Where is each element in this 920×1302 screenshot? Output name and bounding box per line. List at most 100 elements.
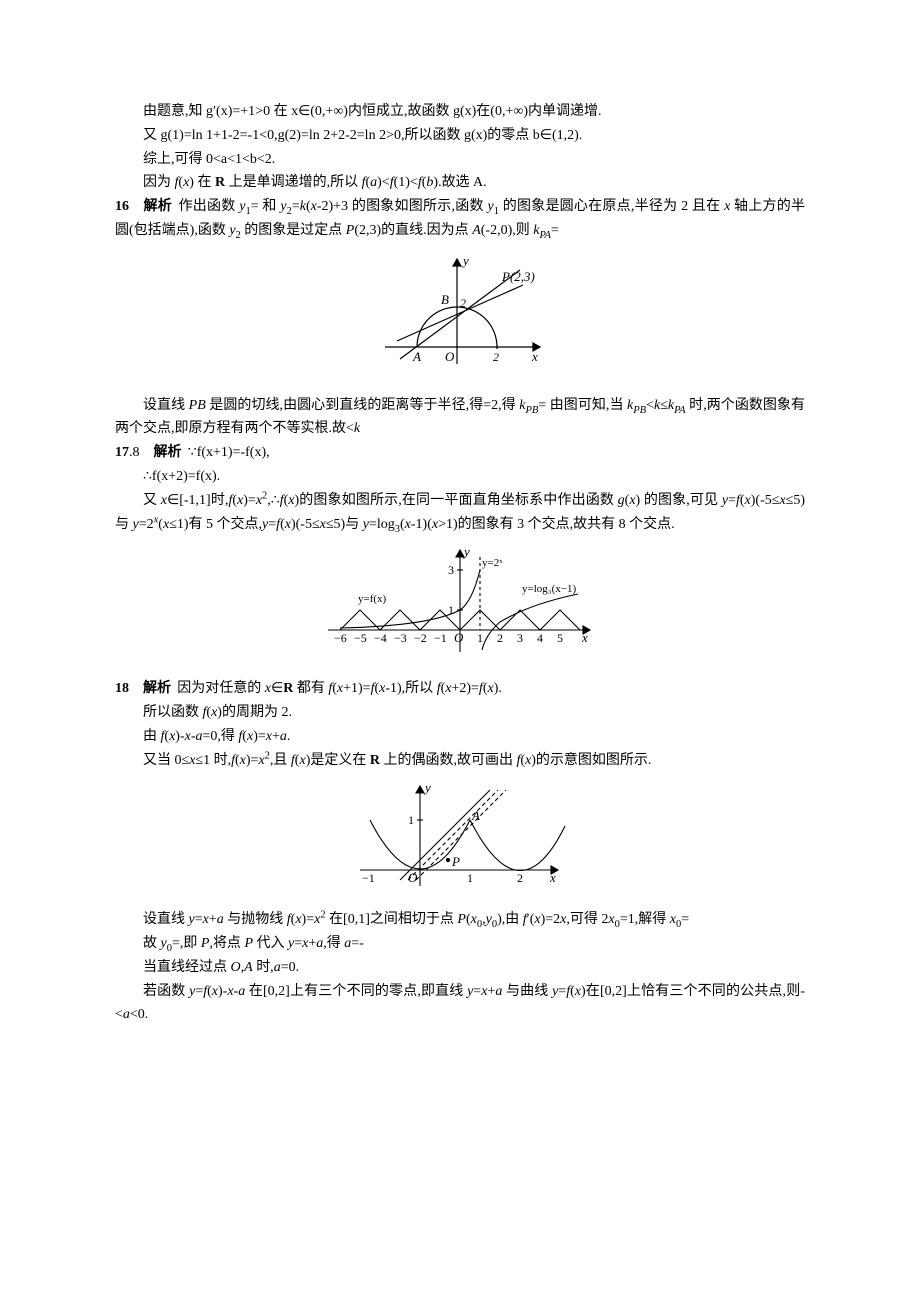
t: =- — [351, 936, 364, 951]
t: ∈[-1,1]时, — [167, 493, 228, 508]
t: 时, — [253, 960, 274, 975]
t: )的示意图如图所示. — [531, 753, 651, 768]
t: )的周期为 2. — [217, 705, 292, 720]
t: 设直线 — [143, 912, 189, 927]
t: <0. — [130, 1007, 148, 1022]
lO: O — [408, 870, 418, 885]
t: (-5≤ — [296, 517, 320, 532]
t: =1,解得 — [620, 912, 670, 927]
t: 代入 — [253, 936, 288, 951]
t: ,将点 — [209, 936, 244, 951]
text: 综上,可得 0<a<1<b<2. — [143, 152, 275, 167]
text: 由题意,知 g′(x)=+1>0 在 x∈(0,+∞)内恒成立,故函数 g(x)… — [143, 104, 602, 119]
text: 上是单调递增的,所以 — [225, 175, 362, 190]
sec18-line3: 由 f(x)-x-a=0,得 f(x)=x+a. — [115, 725, 805, 749]
t5: −1 — [434, 631, 447, 645]
lx: x — [549, 870, 556, 885]
text: 又 g(1)=ln 1+1-2=-1<0,g(2)=ln 2+2-2=ln 2>… — [143, 128, 582, 143]
t3: −3 — [394, 631, 407, 645]
lx: x — [581, 630, 588, 645]
sec18-line8: 若函数 y=f(x)-x-a 在[0,2]上有三个不同的零点,即直线 y=x+a… — [115, 980, 805, 1028]
t: ∈ — [271, 681, 283, 696]
t: ≤1 时, — [195, 753, 231, 768]
ans: .8 — [129, 445, 140, 460]
sec17-head: 17.8 解析 ∵f(x+1)=-f(x), — [115, 441, 805, 465]
t: 的图象,可见 — [640, 493, 722, 508]
t: =0,得 — [203, 729, 239, 744]
t: >1)的图象有 3 个交点,故共有 8 个交点. — [438, 517, 675, 532]
parabola-tangent-chart: y x O 1 −1 1 2 A P — [350, 778, 570, 893]
text: 在 — [194, 175, 215, 190]
label-A: A — [412, 349, 421, 364]
l2x: y=2ˣ — [482, 557, 503, 569]
semicircle-chart: P(2,3) B 2 A O 2 x y — [365, 249, 555, 379]
t: = 由图可知,当 — [538, 398, 627, 413]
t: = — [681, 912, 689, 927]
t: )是定义在 — [306, 753, 370, 768]
l2x: 2 — [517, 871, 523, 885]
t2: −4 — [374, 631, 387, 645]
t: ,得 — [323, 936, 344, 951]
t: (-2,0),则 — [481, 223, 534, 238]
t4: −2 — [414, 631, 427, 645]
kw: 解析 — [154, 445, 182, 460]
t: ). — [494, 681, 502, 696]
t: 作出函数 — [175, 199, 239, 214]
t: ≤1)有 5 个交点, — [169, 517, 262, 532]
t: = 和 — [251, 199, 281, 214]
t: =,即 — [172, 936, 201, 951]
sec18-figure: y x O 1 −1 1 2 A P — [115, 778, 805, 902]
t: ≤5)与 — [326, 517, 363, 532]
t: ,且 — [270, 753, 291, 768]
qnum: 16 — [115, 199, 129, 214]
label-P: P(2,3) — [501, 269, 535, 284]
t: 故 — [143, 936, 161, 951]
sec17-figure: y x 3 1 y=2ˣ y=log₃(x−1) y=f(x) −6 −5 −4… — [115, 542, 805, 671]
l1: 1 — [408, 813, 414, 827]
t: -1),所以 — [385, 681, 436, 696]
t6: O — [454, 630, 464, 645]
t: 的图象是过定点 — [241, 223, 346, 238]
label-x: x — [531, 349, 538, 364]
label-O: O — [445, 349, 455, 364]
t: 若函数 — [143, 984, 189, 999]
sec15-line1: 由题意,知 g′(x)=+1>0 在 x∈(0,+∞)内恒成立,故函数 g(x)… — [115, 100, 805, 124]
label-2y: 2 — [460, 296, 466, 310]
t: 是圆的切线,由圆心到直线的距离等于半径,得=2,得 — [206, 398, 519, 413]
sec16-line2: 设直线 PB 是圆的切线,由圆心到直线的距离等于半径,得=2,得 kPB= 由图… — [115, 394, 805, 442]
t: 上的偶函数,故可画出 — [380, 753, 517, 768]
t: 当直线经过点 — [143, 960, 231, 975]
t: +2)= — [451, 681, 478, 696]
sec18-line5: 设直线 y=x+a 与抛物线 f(x)=x2 在[0,1]之间相切于点 P(x0… — [115, 908, 805, 932]
sec18-line7: 当直线经过点 O,A 时,a=0. — [115, 956, 805, 980]
t: 都有 — [293, 681, 328, 696]
sec15-line2: 又 g(1)=ln 1+1-2=-1<0,g(2)=ln 2+2-2=ln 2>… — [115, 124, 805, 148]
t: 的图象如图所示,在同一平面直角坐标系中作出函数 — [299, 493, 618, 508]
sec15-line4: 因为 f(x) 在 R 上是单调递增的,所以 f(a)<f(1)<f(b).故选… — [115, 171, 805, 195]
t: ∵f(x+1)=-f(x), — [184, 445, 269, 460]
t: ,可得 2 — [566, 912, 608, 927]
sec18-line4: 又当 0≤x≤1 时,f(x)=x2,且 f(x)是定义在 R 上的偶函数,故可… — [115, 749, 805, 773]
sec18-head: 18 解析 因为对任意的 x∈R 都有 f(x+1)=f(x-1),所以 f(x… — [115, 677, 805, 701]
t: =0. — [281, 960, 299, 975]
t: ),由 — [497, 912, 523, 927]
t: 又当 0≤ — [143, 753, 189, 768]
t10: 4 — [537, 631, 543, 645]
sec16-head: 16 解析 作出函数 y1= 和 y2=k(x-2)+3 的图象如图所示,函数 … — [115, 195, 805, 243]
t: 因为对任意的 — [174, 681, 265, 696]
t: ∴f(x+2)=f(x). — [143, 469, 220, 484]
qnum: 18 — [115, 681, 129, 696]
t: 与抛物线 — [224, 912, 287, 927]
t9: 3 — [517, 631, 523, 645]
text: .故选 A. — [438, 175, 487, 190]
t: +1)= — [343, 681, 370, 696]
t11: 5 — [557, 631, 563, 645]
t: 在[0,2]上有三个不同的零点,即直线 — [245, 984, 467, 999]
sec18-line6: 故 y0=,即 P,将点 P 代入 y=x+a,得 a=- — [115, 932, 805, 956]
t7: 1 — [477, 631, 483, 645]
t: 设直线 — [143, 398, 189, 413]
t: (-5≤ — [755, 493, 779, 508]
t: 在[0,1]之间相切于点 — [326, 912, 458, 927]
l1x: 1 — [467, 871, 473, 885]
t1: −5 — [354, 631, 367, 645]
